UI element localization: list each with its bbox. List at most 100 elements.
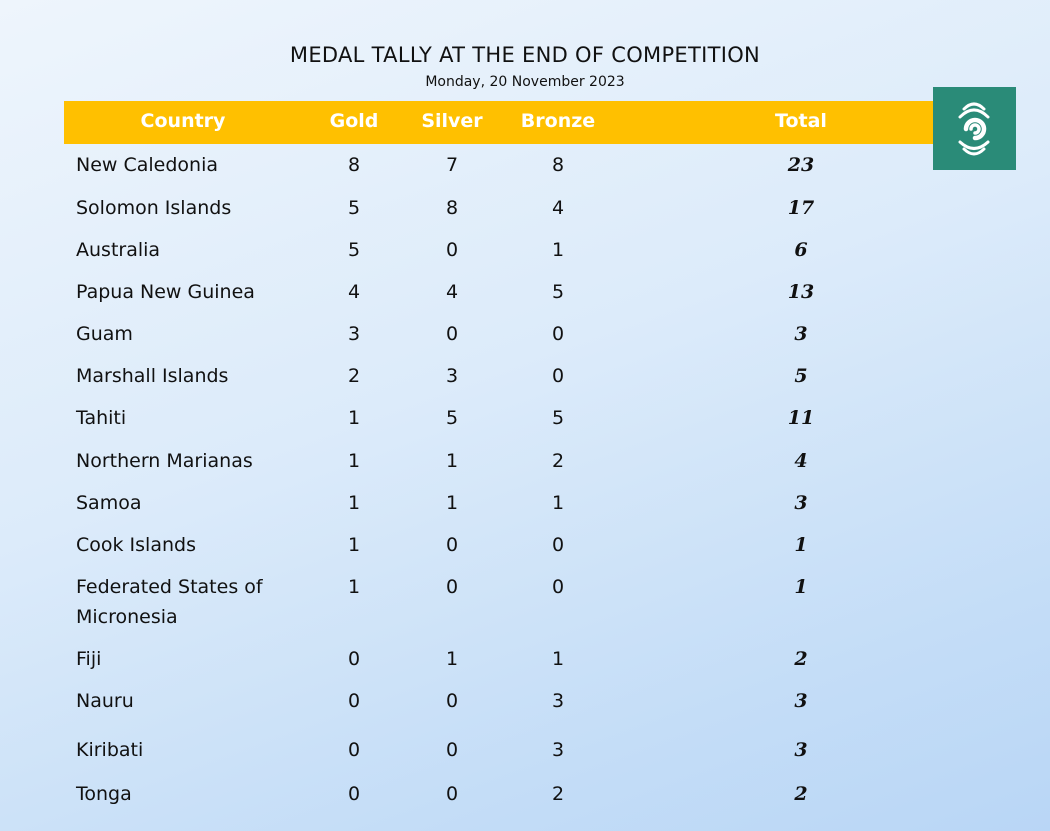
gold-count: 2 [347, 365, 361, 387]
silver-count: 7 [445, 154, 459, 176]
gold-count: 3 [347, 323, 361, 345]
bronze-count: 0 [551, 365, 565, 387]
header-silver: Silver [421, 110, 483, 132]
country-cell: Fiji [76, 648, 102, 670]
bronze-count: 0 [551, 323, 565, 345]
country-cell: Guam [76, 323, 133, 345]
table-row: Samoa 1 1 1 3 [0, 488, 1050, 518]
gold-count: 1 [347, 407, 361, 429]
gold-count: 5 [347, 239, 361, 261]
total-count: 4 [794, 450, 808, 472]
gold-count: 1 [347, 534, 361, 556]
table-row: Cook Islands 1 0 0 1 [0, 530, 1050, 560]
total-count: 2 [794, 648, 808, 670]
page-title: MEDAL TALLY AT THE END OF COMPETITION [289, 43, 761, 67]
header-total: Total [775, 110, 827, 132]
bronze-count: 1 [551, 492, 565, 514]
country-cell: Marshall Islands [76, 365, 229, 387]
total-count: 1 [794, 534, 808, 556]
table-row: Kiribati 0 0 3 3 [0, 735, 1050, 765]
total-count: 13 [787, 281, 815, 303]
rnz-swirl-icon [958, 102, 990, 156]
silver-count: 0 [445, 534, 459, 556]
table-row: Australia 5 0 1 6 [0, 235, 1050, 265]
silver-count: 0 [445, 323, 459, 345]
table-row: Papua New Guinea 4 4 5 13 [0, 277, 1050, 307]
header-country: Country [140, 110, 226, 132]
silver-count: 1 [445, 450, 459, 472]
country-cell: Kiribati [76, 739, 144, 761]
table-row: Guam 3 0 0 3 [0, 319, 1050, 349]
table-row: Tonga 0 0 2 2 [0, 779, 1050, 809]
country-cell: Tonga [76, 783, 132, 805]
page-subtitle: Monday, 20 November 2023 [425, 74, 625, 90]
total-count: 3 [794, 739, 808, 761]
silver-count: 3 [445, 365, 459, 387]
table-row: Federated States of Micronesia 1 0 0 1 [0, 572, 1050, 628]
country-cell: Tahiti [76, 407, 127, 429]
gold-count: 0 [347, 783, 361, 805]
table-row: New Caledonia 8 7 8 23 [0, 150, 1050, 180]
silver-count: 4 [445, 281, 459, 303]
table-row: Solomon Islands 5 8 4 17 [0, 193, 1050, 223]
gold-count: 0 [347, 690, 361, 712]
header-bronze: Bronze [520, 110, 596, 132]
silver-count: 0 [445, 239, 459, 261]
total-count: 23 [787, 154, 815, 176]
bronze-count: 1 [551, 239, 565, 261]
bronze-count: 3 [551, 739, 565, 761]
country-cell: Federated States of Micronesia [76, 576, 263, 628]
gold-count: 4 [347, 281, 361, 303]
bronze-count: 0 [551, 576, 565, 598]
silver-count: 0 [445, 783, 459, 805]
bronze-count: 3 [551, 690, 565, 712]
total-count: 1 [794, 576, 808, 598]
silver-count: 8 [445, 197, 459, 219]
silver-count: 0 [445, 739, 459, 761]
total-count: 17 [787, 197, 815, 219]
gold-count: 5 [347, 197, 361, 219]
table-row: Northern Marianas 1 1 2 4 [0, 446, 1050, 476]
country-cell: New Caledonia [76, 154, 219, 176]
silver-count: 1 [445, 492, 459, 514]
country-cell: Nauru [76, 690, 134, 712]
table-header: Country Gold Silver Bronze Total [64, 101, 946, 144]
bronze-count: 4 [551, 197, 565, 219]
total-count: 5 [794, 365, 808, 387]
total-count: 2 [794, 783, 808, 805]
silver-count: 5 [445, 407, 459, 429]
gold-count: 8 [347, 154, 361, 176]
rnz-logo [933, 87, 1016, 170]
bronze-count: 5 [551, 281, 565, 303]
country-cell: Cook Islands [76, 534, 196, 556]
table-row: Marshall Islands 2 3 0 5 [0, 361, 1050, 391]
total-count: 3 [794, 492, 808, 514]
silver-count: 0 [445, 690, 459, 712]
total-count: 11 [787, 407, 815, 429]
table-row: Fiji 0 1 1 2 [0, 644, 1050, 674]
bronze-count: 5 [551, 407, 565, 429]
silver-count: 1 [445, 648, 459, 670]
country-cell: Solomon Islands [76, 197, 232, 219]
gold-count: 1 [347, 492, 361, 514]
bronze-count: 1 [551, 648, 565, 670]
country-cell: Papua New Guinea [76, 281, 255, 303]
header-gold: Gold [329, 110, 379, 132]
bronze-count: 2 [551, 783, 565, 805]
bronze-count: 0 [551, 534, 565, 556]
total-count: 6 [794, 239, 808, 261]
table-row: Tahiti 1 5 5 11 [0, 403, 1050, 433]
gold-count: 1 [347, 450, 361, 472]
table-row: Nauru 0 0 3 3 [0, 686, 1050, 716]
country-cell: Samoa [76, 492, 142, 514]
bronze-count: 2 [551, 450, 565, 472]
bronze-count: 8 [551, 154, 565, 176]
gold-count: 1 [347, 576, 361, 598]
silver-count: 0 [445, 576, 459, 598]
gold-count: 0 [347, 648, 361, 670]
country-cell: Australia [76, 239, 161, 261]
total-count: 3 [794, 323, 808, 345]
country-cell: Northern Marianas [76, 450, 253, 472]
total-count: 3 [794, 690, 808, 712]
gold-count: 0 [347, 739, 361, 761]
